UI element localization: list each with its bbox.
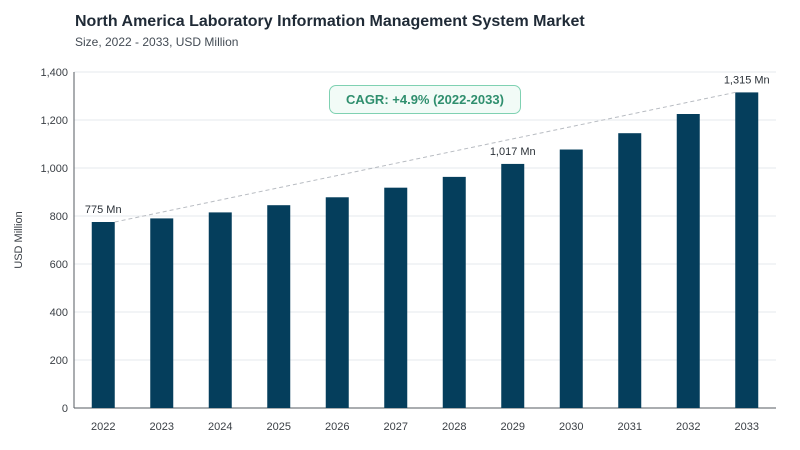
x-tick-label: 2025: [267, 421, 291, 433]
bar: [501, 163, 525, 408]
x-tick-label: 2026: [325, 421, 349, 433]
chart-title: North America Laboratory Information Man…: [75, 13, 585, 30]
bar: [267, 205, 291, 408]
bar: [384, 187, 408, 408]
data-label: 1,017 Mn: [490, 146, 536, 158]
y-tick-label: 1,200: [40, 115, 68, 127]
y-tick-label: 400: [50, 307, 68, 319]
bar: [208, 212, 232, 408]
bar: [91, 222, 115, 408]
bar: [442, 176, 466, 408]
data-label: 1,315 Mn: [724, 74, 770, 86]
chart-subtitle: Size, 2022 - 2033, USD Million: [75, 35, 239, 49]
data-label: 775 Mn: [85, 204, 122, 216]
x-tick-label: 2027: [384, 421, 408, 433]
y-tick-label: 800: [50, 211, 68, 223]
bar: [559, 149, 583, 408]
x-tick-label: 2030: [559, 421, 583, 433]
cagr-annotation: CAGR: +4.9% (2022-2033): [329, 85, 521, 114]
bar: [150, 218, 174, 408]
y-tick-label: 600: [50, 259, 68, 271]
bar: [618, 133, 642, 408]
x-tick-label: 2032: [676, 421, 700, 433]
x-tick-label: 2024: [208, 421, 232, 433]
x-tick-label: 2029: [501, 421, 525, 433]
bars: [91, 92, 759, 409]
x-tick-label: 2033: [735, 421, 759, 433]
cagr-label: CAGR: +4.9% (2022-2033): [346, 92, 504, 107]
bar: [735, 92, 759, 409]
x-tick-label: 2031: [618, 421, 642, 433]
trend-line: [114, 91, 736, 223]
y-axis-label: USD Million: [13, 211, 25, 268]
y-tick-label: 1,000: [40, 163, 68, 175]
bar: [325, 197, 349, 408]
grid-lines: [74, 71, 776, 361]
x-tick-label: 2023: [150, 421, 174, 433]
y-tick-label: 1,400: [40, 67, 68, 79]
axes: 0 200 400 600 800 1,000 1,200 1,400 USD Million 2…: [13, 67, 776, 433]
y-tick-label: 200: [50, 355, 68, 367]
labels: 775 Mn 1,017 Mn 1,315 Mn: [85, 74, 770, 216]
x-tick-label: 2028: [442, 421, 466, 433]
trend-line-layer: [114, 91, 736, 223]
y-tick-label: 0: [62, 403, 68, 415]
x-tick-label: 2022: [91, 421, 115, 433]
bar: [676, 114, 700, 408]
